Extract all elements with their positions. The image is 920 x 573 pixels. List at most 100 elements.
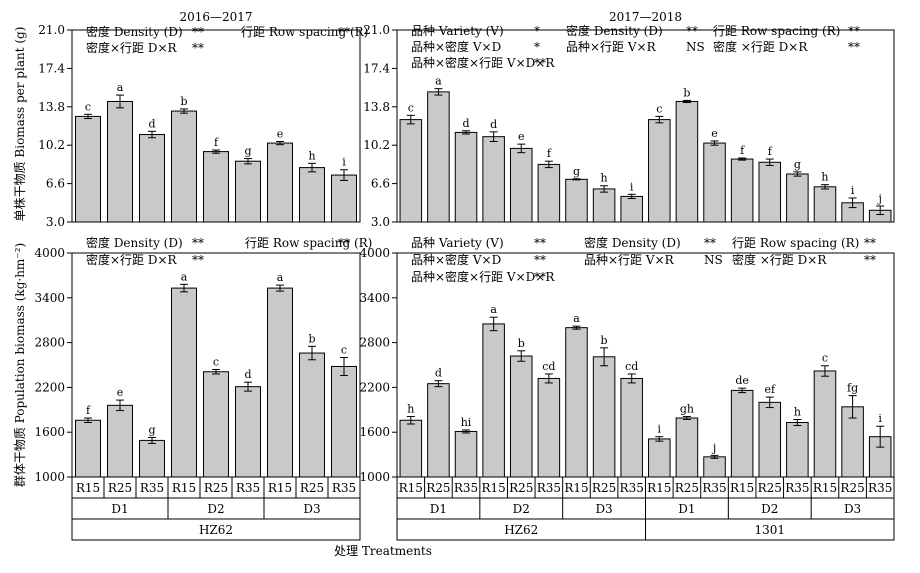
bar: [203, 151, 229, 223]
anova-factor-label: 密度 Density (D): [566, 23, 663, 38]
significance-letter: d: [490, 118, 497, 131]
chart-panel-c: 1000 1600 2200 2800 3400 4000 密度 Density (D) **…: [34, 235, 372, 541]
significance-letter: h: [794, 406, 801, 419]
significance-letter: d: [148, 117, 155, 130]
bar: [482, 323, 505, 478]
bar: [331, 174, 357, 223]
bar: [454, 131, 478, 223]
y-tick-label: 10.2: [38, 138, 65, 152]
y-tick-label: 1600: [359, 425, 390, 439]
significance-mark: *: [534, 24, 540, 38]
y-tick-label: 3400: [34, 291, 65, 305]
y-tick-label: 2200: [359, 380, 390, 394]
anova-factor-label: 密度 Density (D): [86, 24, 183, 39]
significance-letter: e: [711, 127, 718, 140]
y-tick-label: 17.4: [363, 61, 390, 75]
bar: [813, 370, 837, 478]
significance-letter: d: [463, 117, 470, 130]
category-label: R35: [454, 481, 478, 495]
significance-letter: gh: [680, 403, 694, 416]
anova-factor-label: 品种 Variety (V): [411, 236, 504, 250]
y-tick-label: 4000: [34, 246, 65, 260]
anova-factor-label: 行距 Row spacing (R): [241, 25, 368, 39]
significance-letter: f: [214, 136, 219, 149]
significance-letter: cd: [625, 360, 638, 373]
anova-factor-label: 品种×密度 V×D: [411, 39, 501, 54]
density-group-label: D2: [513, 502, 530, 516]
bar: [482, 136, 505, 223]
bar: [703, 142, 726, 223]
significance-mark: **: [864, 253, 876, 267]
anova-factor-label: 品种×行距 V×R: [566, 40, 657, 54]
significance-letter: f: [740, 144, 745, 157]
significance-letter: a: [573, 312, 580, 325]
significance-letter: c: [408, 101, 414, 114]
bar: [703, 456, 726, 478]
significance-letter: de: [735, 374, 749, 387]
y-tick-label: 21.0: [363, 23, 390, 37]
anova-factor-label: 品种×密度×行距 V×D×R: [411, 55, 555, 70]
significance-mark: **: [534, 253, 546, 267]
bar: [399, 419, 423, 478]
bar: [565, 178, 588, 223]
bar: [235, 160, 261, 223]
anova-factor-label: 密度×行距 D×R: [86, 252, 178, 267]
significance-letter: i: [630, 180, 634, 193]
significance-letter: c: [656, 102, 662, 115]
bar: [786, 173, 809, 223]
bar: [331, 365, 357, 478]
significance-letter: cd: [542, 360, 555, 373]
y-tick-label: 6.6: [371, 177, 390, 191]
significance-letter: f: [86, 404, 91, 417]
significance-letter: b: [601, 334, 608, 347]
bar: [565, 327, 588, 478]
significance-letter: i: [878, 412, 882, 425]
row-label-bottom: 群体干物质 Population biomass (kg·hm⁻²): [13, 243, 27, 487]
bar: [454, 430, 478, 478]
bar: [171, 287, 197, 478]
y-tick-label: 3400: [359, 291, 390, 305]
density-group-label: D3: [844, 502, 861, 516]
category-label: R25: [840, 481, 864, 495]
plot-frame: [396, 29, 895, 223]
category-label: R15: [730, 481, 754, 495]
anova-factor-label: 行距 Row spacing (R): [245, 236, 372, 250]
variety-group-label: HZ62: [199, 523, 233, 537]
anova-factor-label: 密度 ×行距 D×R: [713, 39, 808, 54]
significance-letter: b: [683, 86, 690, 99]
significance-letter: i: [851, 184, 855, 197]
y-tick-label: 3.0: [371, 215, 390, 229]
significance-letter: ef: [764, 383, 776, 396]
significance-mark: NS: [686, 40, 705, 54]
density-group-label: D1: [111, 502, 128, 516]
bar: [75, 419, 101, 478]
category-label: R15: [647, 481, 671, 495]
significance-mark: **: [534, 56, 546, 70]
category-label: R15: [564, 481, 588, 495]
bar: [139, 439, 165, 478]
bar: [730, 158, 754, 223]
bar: [537, 377, 561, 478]
bar: [675, 100, 699, 223]
x-axis-title: 处理 Treatments: [334, 544, 432, 558]
significance-mark: **: [192, 236, 204, 250]
significance-letter: i: [658, 423, 662, 436]
significance-letter: a: [490, 303, 497, 316]
density-group-label: D2: [761, 502, 778, 516]
density-group-label: D1: [678, 502, 695, 516]
anova-factor-label: 密度 Density (D): [584, 235, 681, 250]
category-label: R35: [332, 481, 356, 495]
bar: [648, 119, 671, 223]
anova-factor-label: 品种×行距 V×R: [584, 253, 675, 267]
row-label-top: 单株干物质 Biomass per plant (g): [12, 27, 27, 222]
y-tick-label: 6.6: [46, 177, 65, 191]
significance-letter: hi: [461, 416, 472, 429]
category-label: R35: [140, 481, 164, 495]
category-label: R25: [592, 481, 616, 495]
significance-letter: g: [573, 165, 580, 178]
significance-letter: c: [341, 344, 347, 357]
significance-letter: d: [435, 367, 442, 380]
significance-letter: b: [308, 332, 315, 345]
anova-factor-label: 行距 Row spacing (R): [732, 236, 859, 250]
significance-mark: **: [704, 236, 716, 250]
